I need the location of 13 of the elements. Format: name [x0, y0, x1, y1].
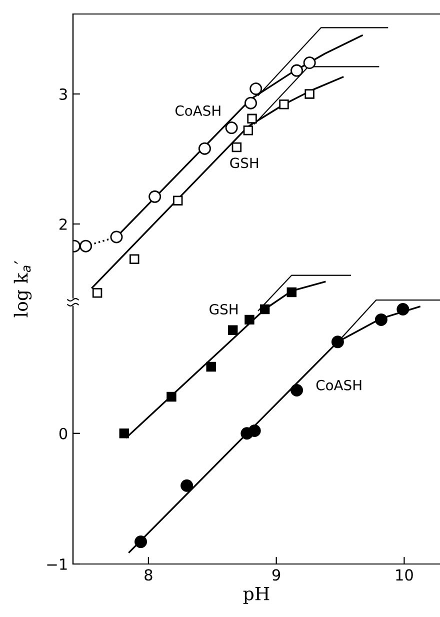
y-tick-label: 2 [60, 218, 67, 230]
x-axis-title: pH [243, 586, 270, 604]
y-tick-label: −1 [47, 558, 67, 570]
y-axis-title: log k$_{a}$′ [14, 260, 32, 318]
annotation: CoASH [316, 380, 362, 390]
x-tick-label: 8 [144, 569, 152, 581]
annotation: GSH [210, 304, 238, 314]
y-tick-label: 0 [59, 428, 68, 440]
y-tick-label: 3 [60, 88, 67, 100]
x-tick-label: 9 [272, 569, 280, 581]
annotation: GSH [230, 158, 258, 168]
annotation: CoASH [175, 105, 220, 116]
x-tick-label: 10 [396, 569, 413, 581]
